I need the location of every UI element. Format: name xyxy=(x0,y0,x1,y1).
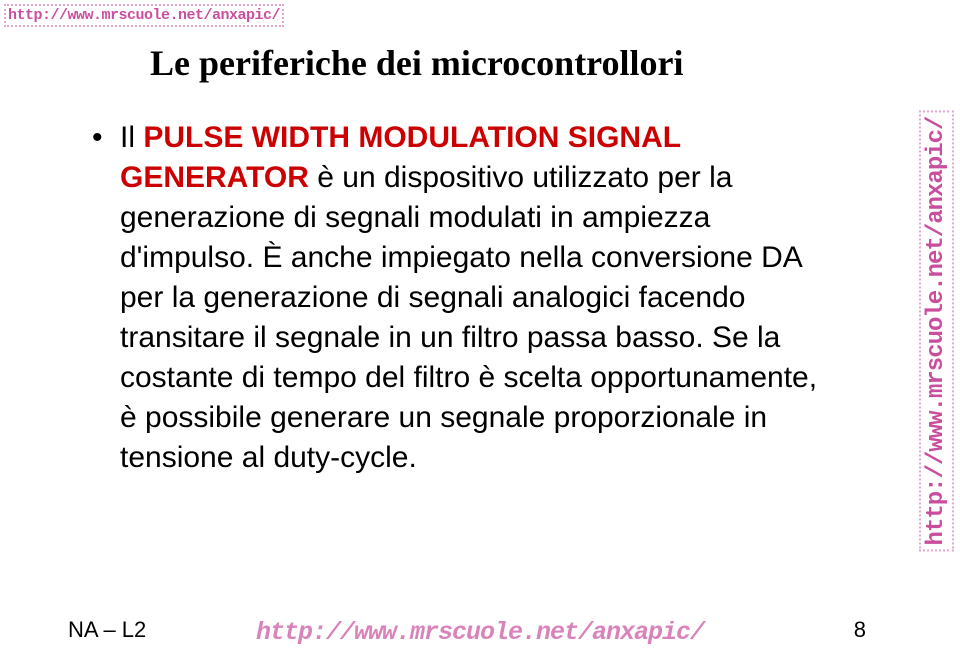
body-paragraph: Il PULSE WIDTH MODULATION SIGNAL GENERAT… xyxy=(120,118,832,478)
footer-left-label: NA – L2 xyxy=(68,617,146,643)
watermark-right: http://www.mrscuole.net/anxapic/ xyxy=(919,110,954,551)
watermark-bottom: http://www.mrscuole.net/anxapic/ xyxy=(256,618,704,647)
body-text-block: • Il PULSE WIDTH MODULATION SIGNAL GENER… xyxy=(92,118,832,478)
page-title: Le periferiche dei microcontrollori xyxy=(150,42,870,84)
watermark-top: http://www.mrscuole.net/anxapic/ xyxy=(4,4,284,27)
bullet-marker: • xyxy=(92,118,120,158)
body-lead: Il xyxy=(120,121,143,154)
page-number: 8 xyxy=(854,617,866,643)
body-rest: è un dispositivo utilizzato per la gener… xyxy=(120,161,817,474)
